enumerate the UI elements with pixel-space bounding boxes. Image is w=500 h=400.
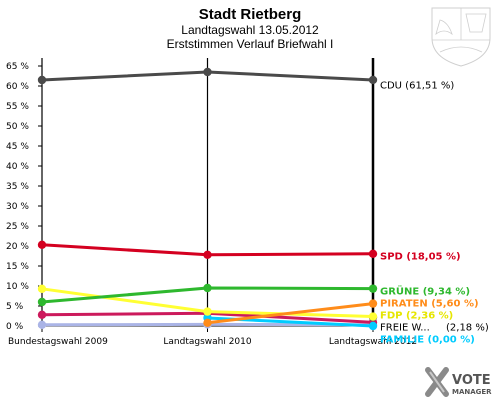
brand-name: VOTE: [452, 373, 491, 388]
y-tick-label: 40 %: [6, 162, 29, 172]
chart-axes: 0 % 5 % 10 % 15 % 20 % 25 % 30 % 35 % 40 % 45 % 50…: [6, 58, 417, 347]
series-point: [37, 320, 47, 329]
y-tick-label: 20 %: [6, 242, 29, 252]
y-tick-label: 5 %: [6, 302, 24, 312]
series-point: [203, 307, 212, 316]
series-point: [203, 67, 212, 77]
series-end-label: PIRATEN (5,60 %): [380, 299, 479, 310]
series-line-piraten: [207, 302, 374, 325]
series-point: [37, 310, 47, 319]
series-point: [368, 312, 378, 321]
y-tick-label: 55 %: [6, 102, 29, 112]
series-end-label: SPD (18,05 %): [380, 252, 461, 263]
series-point: [368, 75, 378, 85]
series-point: [37, 297, 47, 307]
y-tick-label: 25 %: [6, 222, 29, 232]
series-point: [368, 284, 378, 293]
x-tick-label: Landtagswahl 2010: [163, 337, 252, 347]
y-tick-label: 65 %: [6, 62, 29, 72]
series-point: [37, 75, 47, 85]
chart-subtitle-election: Landtagswahl 13.05.2012: [181, 23, 319, 37]
y-tick-label: 15 %: [6, 262, 29, 272]
y-tick-label: 35 %: [6, 182, 29, 192]
brand-subname: MANAGER: [452, 388, 492, 396]
y-tick-label: 50 %: [6, 122, 29, 132]
y-tick-label: 10 %: [6, 282, 29, 292]
chart-labels: CDU (61,51 %) SPD (18,05 %) GRÜNE (9,34 %)…: [380, 81, 489, 346]
series-point: [368, 299, 378, 308]
chart-subtitle-description: Erststimmen Verlauf Briefwahl I: [167, 37, 334, 51]
y-tick-label: 60 %: [6, 82, 29, 92]
series-point: [37, 284, 47, 293]
series-end-label: FAMILIE (0,00 %): [380, 335, 475, 346]
series-point: [203, 250, 212, 259]
y-tick-label: 30 %: [6, 202, 29, 212]
series-end-label: FDP (2,36 %): [380, 311, 453, 322]
nrw-coat-of-arms-icon: [431, 7, 491, 67]
series-end-label: GRÜNE (9,34 %): [380, 284, 470, 298]
series-point: [368, 249, 378, 258]
series-point: [368, 321, 378, 331]
chart-series: [37, 67, 378, 331]
series-point: [203, 318, 212, 327]
series-end-label: FREIE W... (2,18 %): [380, 323, 489, 334]
vote-x-icon: [425, 367, 449, 397]
x-tick-label: Landtagswahl 2012: [329, 337, 417, 347]
y-tick-label: 45 %: [6, 142, 29, 152]
series-end-label: CDU (61,51 %): [380, 81, 454, 92]
x-tick-label: Bundestagswahl 2009: [8, 337, 108, 347]
series-point: [203, 283, 212, 293]
y-tick-label: 0 %: [6, 322, 24, 332]
chart-title: Stadt Rietberg: [199, 6, 302, 23]
series-point: [37, 240, 47, 249]
